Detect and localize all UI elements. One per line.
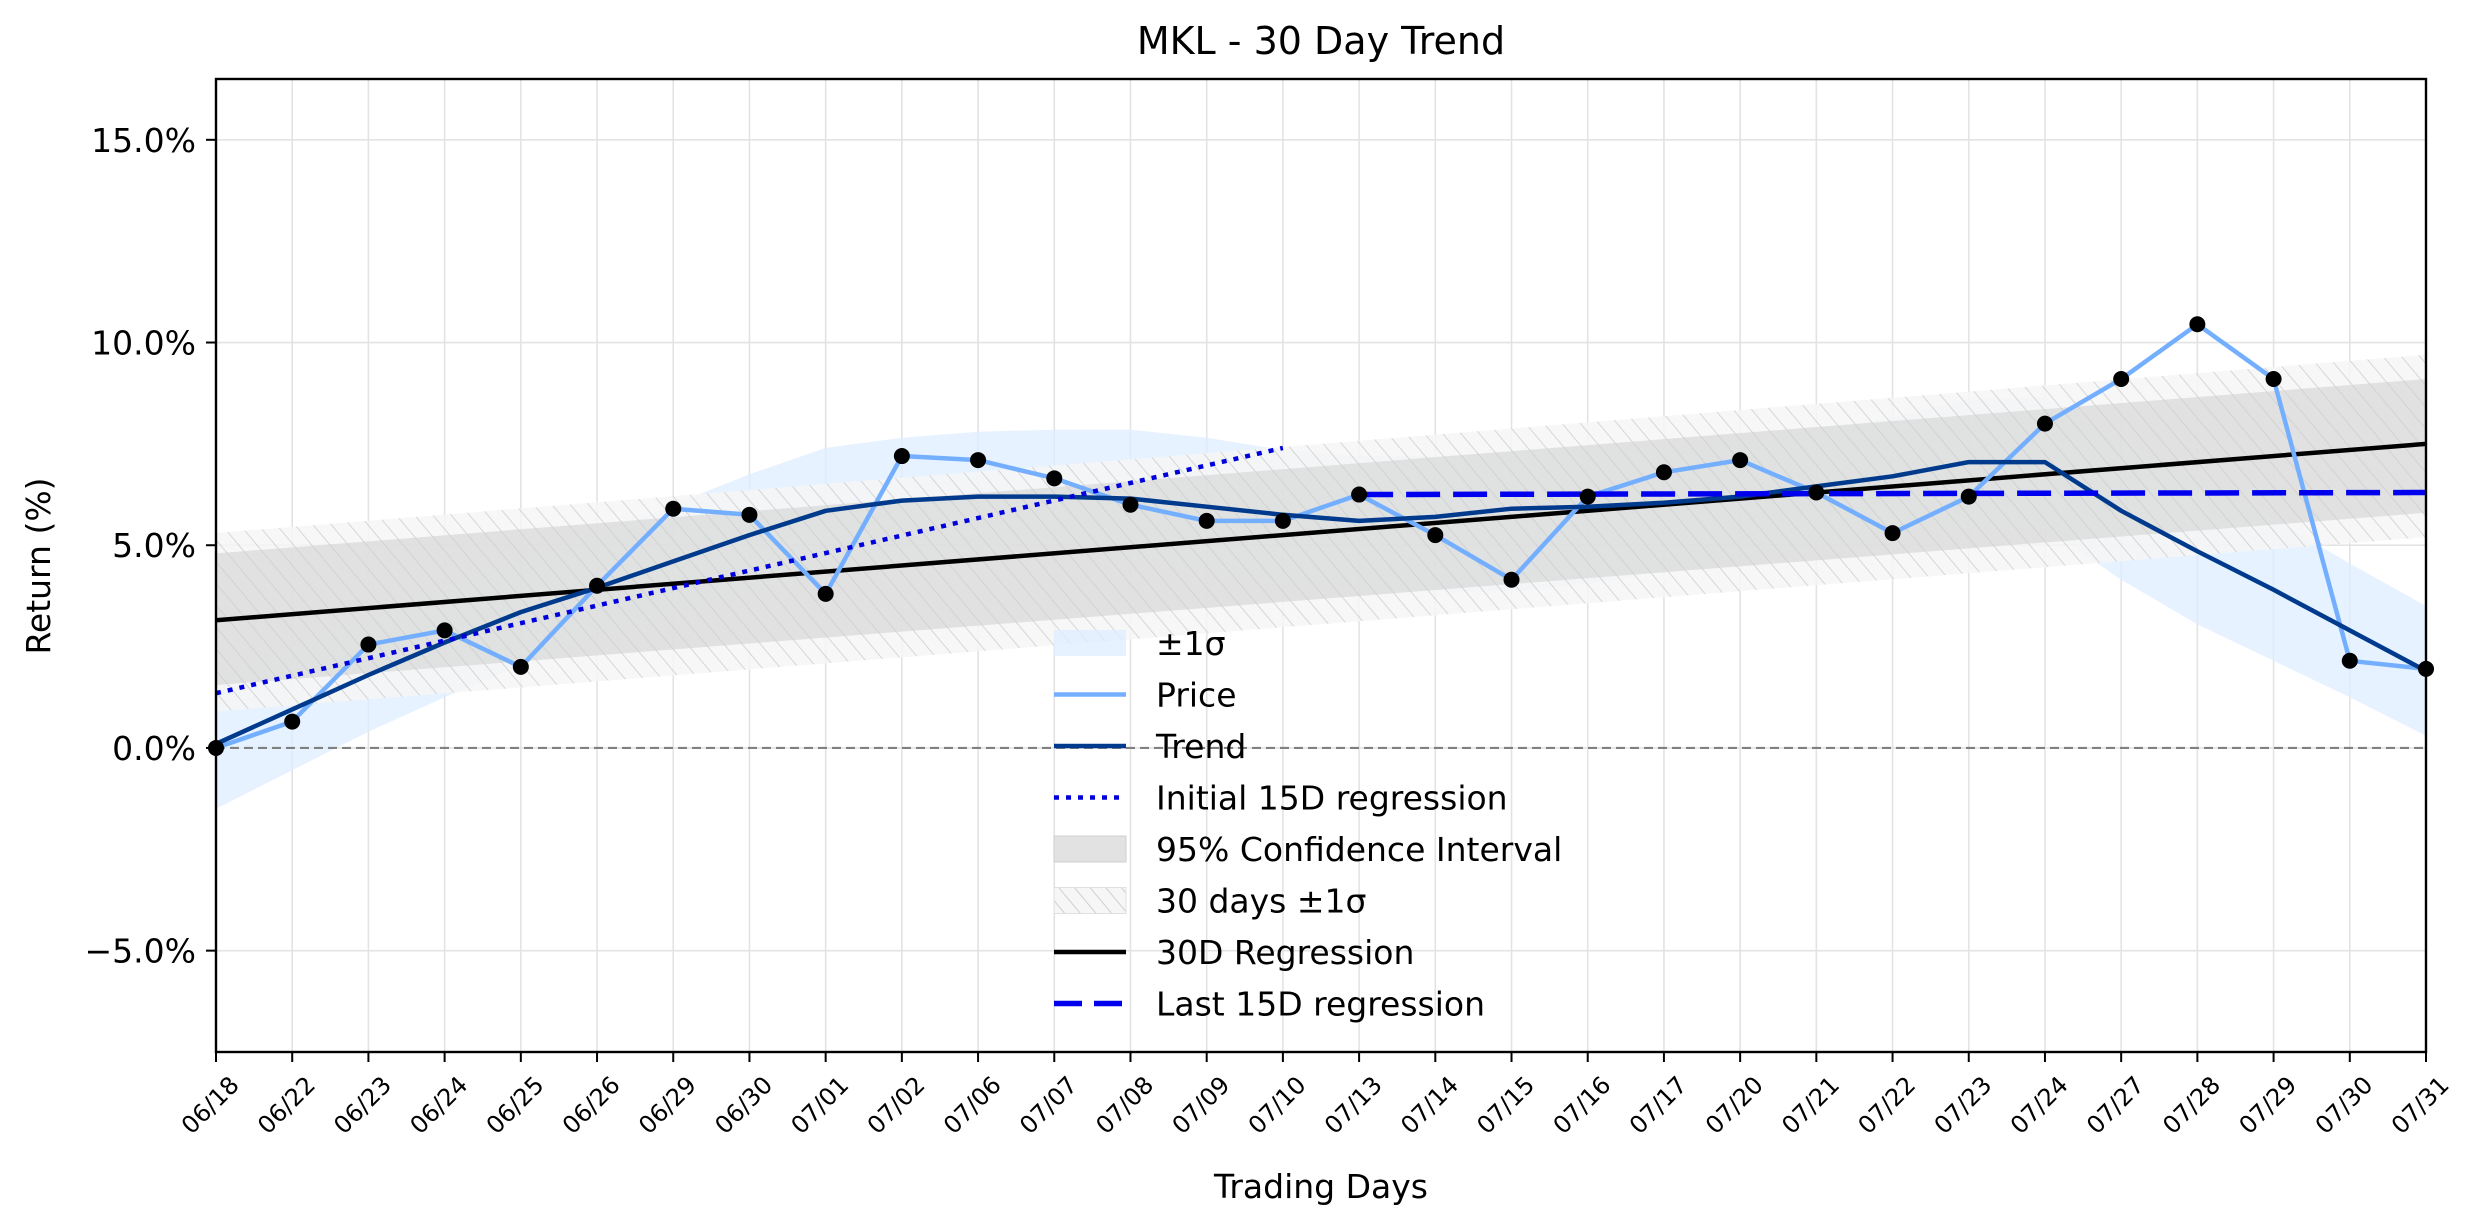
legend-label: 95% Confidence Interval	[1156, 830, 1562, 869]
price-point	[589, 577, 606, 594]
legend-swatch-ci	[1053, 835, 1127, 863]
price-point	[2189, 316, 2206, 333]
price-point	[741, 506, 758, 523]
legend-item: Trend	[1054, 727, 1246, 766]
y-tick-label: 15.0%	[91, 121, 196, 160]
price-point	[1960, 488, 1977, 505]
y-tick-label: −5.0%	[85, 932, 197, 971]
y-axis-label: Return (%)	[19, 477, 58, 654]
plot-frame	[214, 77, 2428, 1054]
legend-item: Initial 15D regression	[1054, 779, 1508, 818]
price-point	[1274, 512, 1291, 529]
legend-label: Last 15D regression	[1156, 985, 1485, 1024]
price-point	[1122, 496, 1139, 513]
legend-label: ±1σ	[1156, 624, 1226, 663]
price-markers	[208, 316, 2434, 756]
price-point	[2113, 371, 2130, 388]
price-point	[665, 500, 682, 517]
chart-title: MKL - 30 Day Trend	[1137, 19, 1505, 63]
legend-label: Initial 15D regression	[1156, 779, 1508, 818]
y-tick-label: 10.0%	[91, 324, 196, 363]
price-point	[970, 452, 987, 469]
price-point	[284, 713, 301, 730]
price-point	[1046, 470, 1063, 487]
legend-swatch-sigma-30d	[1053, 887, 1127, 914]
price-point	[512, 658, 529, 675]
price-line	[216, 322, 2426, 751]
x-axis-label: Trading Days	[1213, 1167, 1428, 1206]
price-point	[2036, 415, 2053, 432]
legend: ±1σ Price Trend Initial 15D regression 95% C…	[1053, 624, 1562, 1024]
price-point	[1655, 464, 1672, 481]
price-point	[1579, 488, 1596, 505]
legend-item: 30D Regression	[1054, 933, 1414, 972]
legend-swatch-sigma	[1054, 630, 1126, 656]
y-axis-ticks: −5.0% 0.0% 5.0% 10.0% 15.0%	[85, 121, 216, 971]
price-point	[893, 448, 910, 465]
legend-label: Trend	[1155, 727, 1246, 766]
price-point	[360, 636, 377, 653]
price-point	[1808, 484, 1825, 501]
last-regression-line	[1359, 489, 2426, 498]
legend-label: 30D Regression	[1156, 933, 1414, 972]
legend-item: ±1σ	[1054, 624, 1226, 663]
legend-item: Last 15D regression	[1054, 985, 1485, 1024]
price-point	[1427, 527, 1444, 544]
trend-line	[216, 459, 2426, 746]
price-point	[436, 622, 453, 639]
legend-item: 95% Confidence Interval	[1053, 830, 1562, 869]
price-point	[1198, 512, 1215, 529]
price-point	[2341, 652, 2358, 669]
legend-label: 30 days ±1σ	[1156, 882, 1366, 921]
price-point	[817, 585, 834, 602]
legend-label: Price	[1156, 676, 1237, 715]
price-point	[2265, 371, 2282, 388]
price-point	[1884, 525, 1901, 542]
y-tick-label: 5.0%	[112, 526, 196, 565]
initial-regression-line	[216, 445, 1284, 696]
legend-item: Price	[1054, 676, 1237, 715]
price-point	[1503, 571, 1520, 588]
y-tick-label: 0.0%	[112, 729, 196, 768]
legend-item: 30 days ±1σ	[1053, 882, 1366, 921]
plot-area	[216, 322, 2426, 809]
price-point	[1732, 452, 1749, 469]
price-point	[1351, 486, 1368, 503]
